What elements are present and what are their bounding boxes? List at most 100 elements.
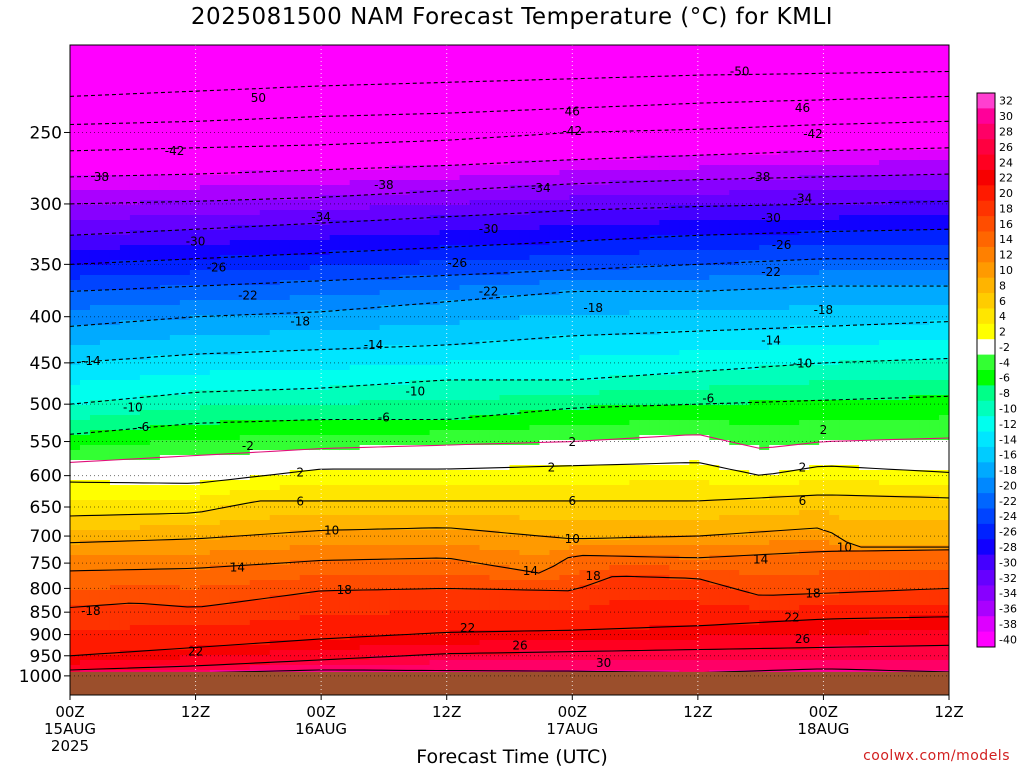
temp-cell — [369, 400, 381, 421]
temp-cell — [349, 420, 361, 436]
temp-cell — [669, 205, 680, 221]
temp-cell — [559, 315, 571, 336]
contour-line — [70, 616, 949, 657]
temp-cell — [509, 175, 521, 186]
temp-cell — [269, 200, 281, 211]
temp-cell — [549, 660, 561, 671]
temp-cell — [269, 285, 281, 301]
temp-cell — [749, 45, 760, 156]
temp-cell — [99, 555, 111, 571]
temp-cell — [769, 205, 780, 221]
temp-cell — [379, 545, 391, 561]
temp-cell — [419, 325, 431, 346]
temp-cell — [179, 45, 191, 176]
temp-cell — [479, 630, 491, 641]
temp-cell — [719, 500, 730, 516]
temp-cell — [759, 220, 770, 236]
temp-cell — [249, 420, 261, 436]
temp-cell — [289, 580, 301, 596]
temp-cell — [129, 530, 141, 541]
temp-cell — [369, 560, 381, 576]
temp-cell — [629, 390, 640, 406]
temp-cell — [309, 170, 321, 186]
temp-cell — [419, 365, 431, 381]
temp-cell — [609, 180, 620, 196]
temp-cell — [319, 435, 331, 451]
temp-cell — [409, 655, 421, 666]
temp-cell — [499, 565, 511, 581]
temp-cell — [229, 505, 241, 521]
temp-cell — [309, 405, 321, 421]
temp-cell — [209, 215, 221, 231]
temp-cell — [899, 550, 910, 571]
temp-cell — [829, 635, 840, 646]
temp-cell — [459, 515, 471, 531]
temp-cell — [519, 185, 531, 201]
colorbar-label: -28 — [999, 541, 1017, 554]
temp-cell — [119, 235, 131, 246]
temp-cell — [729, 45, 740, 156]
contour-label: -50 — [730, 65, 750, 79]
temp-cell — [649, 390, 660, 406]
temp-cell — [909, 285, 920, 306]
temp-cell — [389, 665, 401, 671]
temp-cell — [879, 495, 890, 521]
temp-cell — [559, 225, 571, 241]
temp-cell — [809, 365, 820, 381]
temp-cell — [639, 170, 650, 181]
temp-cell — [639, 565, 650, 576]
temp-cell — [169, 440, 181, 456]
temp-cell — [809, 325, 820, 346]
temp-cell — [519, 160, 531, 176]
temp-cell — [909, 340, 920, 361]
temp-cell — [709, 520, 720, 536]
temp-cell — [729, 220, 740, 236]
temp-cell — [799, 605, 810, 621]
temp-cell — [89, 205, 101, 221]
temp-cell — [689, 390, 700, 406]
temp-cell — [759, 165, 770, 181]
temp-cell — [319, 330, 331, 351]
temp-cell — [439, 345, 451, 366]
temp-cell — [379, 615, 391, 636]
temp-cell — [749, 155, 760, 166]
temp-cell — [729, 250, 740, 266]
temp-cell — [259, 620, 271, 646]
temp-cell — [499, 275, 511, 286]
temp-cell — [849, 420, 860, 441]
temp-cell — [619, 180, 630, 196]
temp-cell — [919, 395, 930, 421]
temp-cell — [739, 45, 750, 156]
temp-cell — [179, 425, 191, 441]
temp-cell — [879, 360, 890, 381]
temp-cell — [719, 385, 730, 406]
temp-cell — [99, 605, 111, 631]
temp-cell — [939, 270, 949, 286]
temp-cell — [819, 325, 830, 346]
temp-cell — [279, 270, 291, 281]
ground-fill — [70, 671, 949, 695]
temp-cell — [909, 325, 920, 341]
temp-cell — [369, 445, 381, 471]
temp-cell — [729, 625, 740, 636]
temp-cell — [759, 515, 770, 531]
temp-cell — [679, 625, 690, 641]
temp-cell — [99, 540, 111, 556]
temp-cell — [269, 45, 281, 171]
temp-cell — [299, 330, 311, 351]
temp-cell — [409, 180, 421, 191]
temp-cell — [239, 435, 251, 456]
temp-cell — [349, 590, 361, 616]
temp-cell — [859, 260, 870, 271]
temp-cell — [479, 175, 491, 191]
temp-cell — [909, 645, 920, 661]
temp-cell — [569, 485, 581, 501]
temp-cell — [799, 470, 810, 481]
temp-cell — [789, 305, 800, 326]
temp-cell — [199, 260, 211, 271]
temp-cell — [799, 445, 810, 471]
temp-cell — [579, 440, 591, 466]
temp-cell — [849, 190, 860, 206]
temp-cell — [669, 570, 680, 581]
temp-cell — [809, 380, 820, 401]
